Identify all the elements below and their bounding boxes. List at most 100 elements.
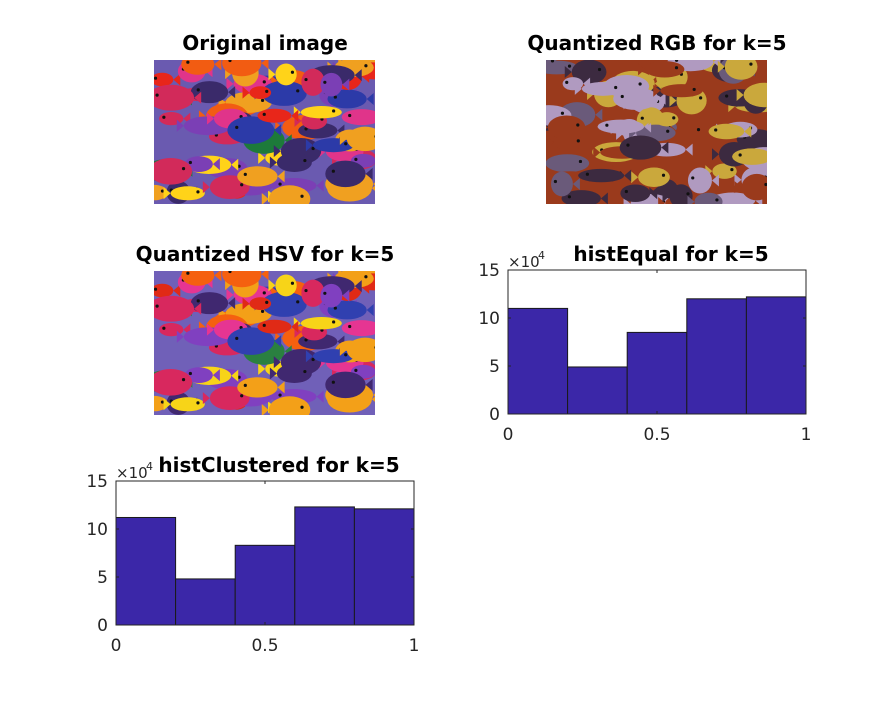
hist-clustered-exponent-power: 4: [146, 460, 153, 473]
original-fish: [269, 152, 312, 172]
original-fish: [184, 156, 220, 172]
rgb-fish: [653, 84, 703, 98]
hsv-fish: [184, 367, 220, 383]
rgb-fish: [546, 154, 590, 173]
hsv-fish: [257, 319, 299, 334]
hsv-fish: [154, 368, 193, 396]
hist-equal-xtick-label: 0: [503, 425, 514, 445]
hist-equal-ytick-label: 15: [478, 261, 500, 281]
quantized-hsv-image: [154, 271, 375, 415]
hist-clustered-ytick-label: 10: [86, 520, 108, 540]
original-fish: [341, 109, 375, 126]
rgb-fish: [578, 168, 632, 183]
original-image-title: Original image: [182, 31, 348, 55]
rgb-fish: [687, 192, 723, 204]
hsv-fish: [237, 377, 285, 398]
original-fish: [154, 157, 193, 185]
hist-clustered-xtick-label: 0: [111, 636, 122, 656]
quantized-rgb-image: [546, 60, 767, 204]
hsv-fish: [261, 396, 311, 415]
hsv-fish: [325, 371, 373, 399]
hist-clustered-bar: [353, 508, 415, 626]
hist-clustered-bar: [294, 506, 355, 626]
hsv-fish: [227, 327, 282, 355]
hist-clustered-bar: [175, 578, 236, 626]
hist-equal-ytick-label: 10: [478, 309, 500, 329]
hist-clustered-xtick-label: 0.5: [251, 636, 278, 656]
rgb-fish: [546, 115, 586, 140]
original-fish: [154, 84, 202, 111]
rgb-fish: [662, 184, 693, 204]
original-fish: [242, 86, 272, 100]
original-fish: [222, 60, 269, 77]
hist-clustered-bar: [234, 544, 296, 626]
hist-clustered-bar: [115, 516, 177, 626]
hsv-fish: [268, 274, 297, 297]
hist-clustered-ytick-label: 15: [86, 472, 108, 492]
hist-equal-xtick-label: 1: [801, 425, 812, 445]
hist-equal-ytick-label: 5: [489, 357, 500, 377]
rgb-fish: [736, 82, 767, 108]
rgb-fish: [562, 77, 591, 91]
original-fish: [257, 108, 299, 123]
original-fish: [339, 126, 375, 152]
hist-clustered-ytick-label: 5: [97, 568, 108, 588]
hsv-fish: [341, 320, 375, 337]
hist-clustered-title: histClustered for k=5: [158, 453, 399, 477]
rgb-fish: [546, 60, 557, 74]
hist-equal-bar: [745, 296, 807, 415]
rgb-fish: [648, 112, 679, 127]
original-fish: [268, 63, 297, 86]
original-fish: [154, 72, 181, 87]
quantized-hsv-title: Quantized HSV for k=5: [135, 242, 395, 266]
original-fish: [320, 72, 350, 97]
original-fish: [325, 160, 373, 188]
rgb-fish: [734, 173, 767, 201]
hsv-fish: [305, 349, 354, 364]
rgb-fish: [732, 148, 767, 165]
hist-clustered-xtick-label: 1: [409, 636, 420, 656]
original-fish: [227, 116, 282, 144]
rgb-fish: [631, 167, 670, 187]
rgb-fish: [708, 123, 752, 140]
hsv-fish: [163, 397, 205, 412]
original-fish: [305, 138, 354, 153]
hist-equal-exponent-power: 4: [538, 249, 545, 262]
rgb-fish: [551, 171, 580, 197]
hist-equal-title: histEqual for k=5: [573, 242, 768, 266]
quantized-hsv-picture: [154, 271, 375, 415]
hsv-fish: [339, 337, 375, 363]
hist-clustered-exponent-label: ×10: [116, 464, 148, 482]
rgb-fish: [638, 61, 685, 78]
original-fish: [163, 186, 205, 201]
hist-equal-bar: [567, 366, 628, 415]
rgb-fish: [717, 60, 758, 80]
hsv-fish: [222, 271, 269, 288]
hist-equal-exponent-label: ×10: [508, 253, 540, 271]
hsv-fish: [242, 297, 272, 311]
rgb-fish: [687, 167, 719, 194]
hist-equal-ytick-label: 0: [489, 405, 500, 425]
quantized-rgb-picture: [546, 60, 767, 204]
hsv-fish: [154, 283, 181, 298]
rgb-fish: [619, 135, 669, 160]
quantized-rgb-title: Quantized RGB for k=5: [527, 31, 787, 55]
hist-clustered-ytick-label: 0: [97, 616, 108, 636]
rgb-fish: [613, 87, 666, 110]
original-fish: [237, 166, 285, 187]
rgb-fish: [620, 184, 658, 203]
hsv-fish: [181, 271, 222, 286]
hist-equal-bar: [686, 298, 747, 415]
original-fish: [181, 60, 222, 75]
hist-equal-xtick-label: 0.5: [643, 425, 670, 445]
rgb-fish: [564, 60, 607, 85]
rgb-fish: [561, 190, 608, 204]
hsv-fish: [269, 363, 312, 383]
original-image: [154, 60, 375, 204]
hsv-fish: [154, 295, 202, 322]
original-fish-picture: [154, 60, 375, 204]
original-fish: [261, 185, 311, 204]
hsv-fish: [320, 283, 350, 308]
